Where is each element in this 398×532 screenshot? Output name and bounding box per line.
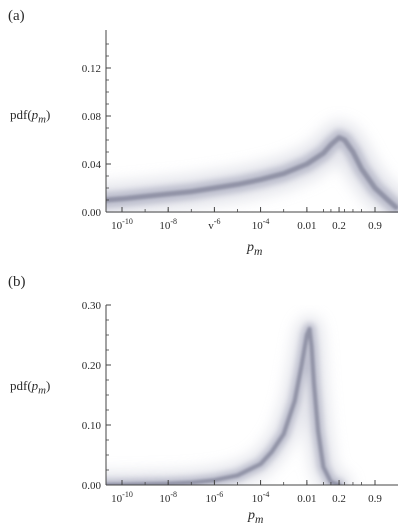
panel-b-ylabel-sub: m — [38, 384, 46, 397]
panel-a-y-tick-label: 0.00 — [82, 207, 102, 219]
panel-b-x-tick-label: 10-8 — [159, 490, 177, 505]
panel-b-xlabel-var: p — [248, 508, 255, 523]
panel-a-x-tick-label: 0.9 — [368, 220, 382, 232]
panel-a-x-tick-label: 10-4 — [252, 217, 270, 232]
panel-a-plot: 0.00 0.04 0.08 0.12 10-10 10-8 v-6 10-4 0.01 0.2 0… — [82, 30, 398, 232]
panel-b-x-tick-label: 10-10 — [111, 490, 133, 505]
panel-b-ylabel-var: p — [31, 378, 39, 393]
panel-a-ylabel-prefix: pdf( — [10, 107, 32, 122]
panel-b-ylabel-suffix: ) — [46, 378, 51, 393]
panel-b-ylabel-prefix: pdf( — [10, 378, 32, 393]
panel-b-y-tick-label: 0.30 — [82, 300, 102, 312]
panel-a-ylabel-var: p — [31, 107, 39, 122]
panel-a-ylabel-suffix: ) — [46, 107, 51, 122]
panel-b-y-tick-label: 0.20 — [82, 360, 102, 372]
panel-a-density-core — [106, 135, 398, 210]
panel-a-x-tick-label: 0.2 — [332, 220, 346, 232]
panel-a-density — [106, 120, 398, 213]
panel-a-xlabel-var: p — [247, 240, 254, 255]
panel-b-xlabel: pm — [248, 508, 263, 526]
panel-b-plot: 0.00 0.10 0.20 0.30 10-10 10-8 10-6 10-4 0.01 0.2… — [82, 300, 398, 505]
panel-a-letter: (a) — [8, 8, 25, 24]
panel-a-ylabel-sub: m — [38, 113, 46, 126]
panel-a-x-tick-label: 0.01 — [297, 220, 316, 232]
panel-b-x-tick-label: 10-4 — [252, 490, 270, 505]
panel-a-y-tick-label: 0.12 — [82, 63, 101, 75]
panel-a-x-tick-label: 10-10 — [111, 217, 133, 232]
panel-a-ylabel: pdf(pm) — [10, 107, 50, 126]
panel-b-letter: (b) — [8, 274, 26, 290]
panel-b-xlabel-sub: m — [255, 512, 264, 526]
panel-b-density — [106, 316, 353, 485]
panel-b-x-tick-label: 10-6 — [206, 490, 224, 505]
panel-a-xlabel-sub: m — [254, 244, 263, 258]
panel-a-y-tick-label: 0.08 — [82, 111, 102, 123]
panel-b-x-tick-label: 0.01 — [297, 493, 316, 505]
panel-b-y-tick-label: 0.00 — [82, 480, 102, 492]
panel-a-y-tick-label: 0.04 — [82, 159, 102, 171]
panel-a-x-tick-label: v-6 — [208, 217, 220, 232]
panel-a-x-tick-label: 10-8 — [159, 217, 177, 232]
panel-b-y-tick-label: 0.10 — [82, 420, 102, 432]
panel-b-x-tick-label: 0.2 — [332, 493, 346, 505]
panel-b-x-tick-label: 0.9 — [368, 493, 382, 505]
panel-a-xlabel: pm — [247, 240, 262, 258]
panel-b-ylabel: pdf(pm) — [10, 378, 50, 397]
